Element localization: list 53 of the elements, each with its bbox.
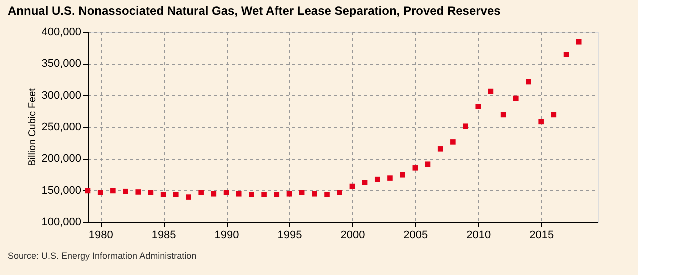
point xyxy=(362,180,368,186)
y-tick-label: 200,000 xyxy=(42,153,82,166)
point xyxy=(274,192,280,198)
x-tick-label: 1995 xyxy=(278,230,302,242)
x-tick-label: 1980 xyxy=(88,230,114,242)
x-tick-label: 1990 xyxy=(214,230,240,242)
point xyxy=(286,191,292,197)
point xyxy=(450,140,456,145)
point xyxy=(400,172,406,178)
source-note: Source: U.S. Energy Information Administration xyxy=(8,251,197,261)
point xyxy=(576,39,582,45)
point xyxy=(324,192,330,198)
chart-title: Annual U.S. Nonassociated Natural Gas, Wet After Lease Separation, Proved Reserves xyxy=(8,4,502,18)
point xyxy=(236,191,242,197)
point xyxy=(98,190,104,196)
point xyxy=(476,104,482,110)
point xyxy=(174,192,179,198)
point xyxy=(374,176,380,182)
point xyxy=(388,176,393,181)
point xyxy=(425,162,431,168)
point xyxy=(337,190,342,196)
point xyxy=(564,52,570,58)
y-tick-label: 100,000 xyxy=(42,216,82,228)
point xyxy=(412,166,418,171)
point xyxy=(526,79,532,85)
point xyxy=(123,188,128,194)
point xyxy=(186,194,192,200)
y-tick-label: 150,000 xyxy=(42,184,82,197)
point xyxy=(463,124,468,130)
x-tick-label: 2010 xyxy=(466,230,492,242)
point xyxy=(249,192,254,198)
point xyxy=(148,190,154,196)
point xyxy=(538,119,544,125)
y-tick-label: 400,000 xyxy=(42,26,82,38)
y-tick-label: 250,000 xyxy=(42,122,82,134)
point xyxy=(262,192,267,198)
point xyxy=(514,96,519,102)
point xyxy=(224,190,230,196)
point xyxy=(136,190,142,195)
point xyxy=(299,190,305,196)
y-tick-label: 350,000 xyxy=(42,58,82,70)
point xyxy=(211,191,217,197)
x-tick-label: 2005 xyxy=(404,230,428,242)
point xyxy=(312,191,318,197)
point xyxy=(198,190,204,196)
y-tick-label: 300,000 xyxy=(42,90,82,102)
point xyxy=(160,192,166,198)
point xyxy=(110,188,116,194)
point xyxy=(438,146,444,152)
y-axis-title: Billion Cubic Feet xyxy=(28,88,39,166)
x-tick-label: 2015 xyxy=(530,230,554,242)
x-tick-label: 2000 xyxy=(340,230,366,242)
x-tick-label: 1985 xyxy=(152,230,176,242)
